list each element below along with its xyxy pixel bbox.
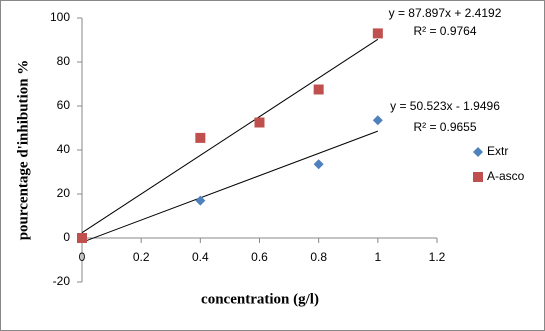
x-tick-label: 0.4	[192, 250, 209, 264]
trendline-equation: y = 87.897x + 2.4192	[389, 6, 502, 20]
y-tick-label: 60	[57, 98, 71, 112]
legend-marker	[473, 147, 483, 157]
point	[195, 195, 206, 206]
point	[195, 132, 206, 143]
y-tick-label: 100	[50, 10, 70, 24]
point	[372, 115, 383, 126]
y-tick-label: -20	[53, 274, 71, 288]
trendline-equation: y = 50.523x - 1.9496	[390, 99, 500, 113]
x-tick-label: 1.2	[429, 250, 446, 264]
point	[313, 84, 324, 95]
trendline	[81, 38, 379, 234]
y-tick-label: 0	[63, 230, 70, 244]
y-tick-label: 80	[57, 54, 71, 68]
legend-marker	[473, 172, 483, 182]
x-tick-label: 0	[79, 250, 86, 264]
y-tick-label: 40	[57, 142, 71, 156]
point	[77, 233, 87, 243]
trendline	[81, 130, 379, 243]
x-tick-label: 1	[374, 250, 381, 264]
x-tick-label: 0.6	[251, 250, 268, 264]
x-tick-label: 0.8	[310, 250, 327, 264]
x-tick-label: 0.2	[133, 250, 150, 264]
legend-label: Extr	[487, 144, 508, 158]
legend-label: A-asco	[487, 169, 525, 183]
trendline-r2: R² = 0.9764	[413, 24, 476, 38]
point	[372, 28, 383, 39]
point	[313, 159, 324, 170]
trendline-r2: R² = 0.9655	[413, 120, 476, 134]
point	[254, 117, 265, 128]
y-axis-title: pourcentage d'inhibution %	[15, 60, 31, 241]
y-tick-label: 20	[57, 186, 71, 200]
x-axis-title: concentration (g/l)	[201, 291, 319, 307]
